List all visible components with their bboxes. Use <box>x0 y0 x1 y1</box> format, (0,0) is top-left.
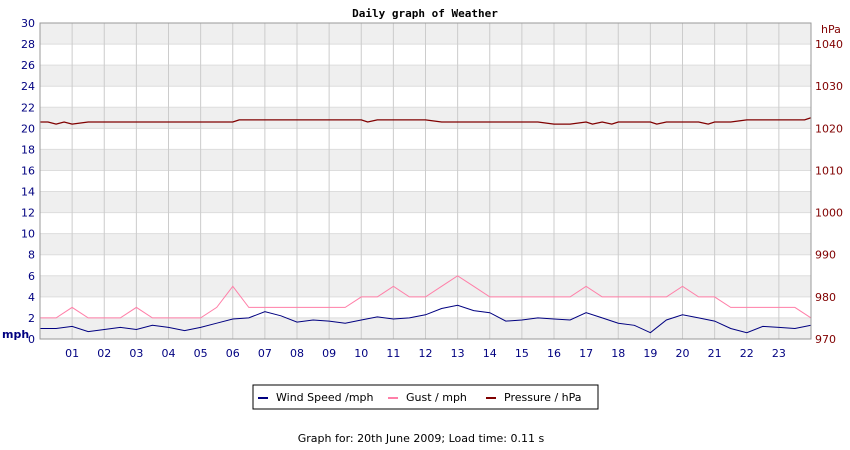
x-tick-label: 10 <box>354 347 368 360</box>
left-tick-label: 22 <box>21 101 35 114</box>
x-axis: 01 02 03 04 05 06 07 08 09 10 11 12 13 14 15 16 17 18 19 20… <box>65 347 786 360</box>
right-tick-label: 980 <box>815 291 836 304</box>
x-tick-label: 11 <box>386 347 400 360</box>
chart-title: Daily graph of Weather <box>352 7 498 20</box>
x-tick-label: 06 <box>226 347 240 360</box>
right-tick-label: 990 <box>815 249 836 262</box>
x-tick-label: 21 <box>708 347 722 360</box>
x-tick-label: 22 <box>740 347 754 360</box>
x-tick-label: 08 <box>290 347 304 360</box>
x-tick-label: 01 <box>65 347 79 360</box>
left-tick-label: 12 <box>21 207 35 220</box>
left-tick-label: 10 <box>21 228 35 241</box>
left-axis-unit: mph <box>2 328 29 341</box>
x-tick-label: 04 <box>162 347 176 360</box>
legend-label: Wind Speed /mph <box>276 391 374 404</box>
right-tick-label: 1030 <box>815 80 843 93</box>
left-tick-label: 6 <box>28 270 35 283</box>
series-layer <box>40 117 812 334</box>
right-tick-label: 1010 <box>815 164 843 177</box>
series-line-pressure-hpa <box>40 117 812 125</box>
right-tick-label: 1000 <box>815 207 843 220</box>
left-tick-label: 24 <box>21 80 35 93</box>
x-tick-label: 07 <box>258 347 272 360</box>
left-tick-label: 16 <box>21 164 35 177</box>
series-line-wind-speed-mph <box>40 304 812 334</box>
legend: Wind Speed /mph Gust / mph Pressure / hPa <box>252 384 599 410</box>
left-tick-label: 4 <box>28 291 35 304</box>
left-tick-label: 30 <box>21 17 35 30</box>
legend-box <box>252 384 599 410</box>
x-tick-label: 03 <box>129 347 143 360</box>
left-tick-label: 28 <box>21 38 35 51</box>
x-tick-label: 23 <box>772 347 786 360</box>
left-tick-label: 8 <box>28 249 35 262</box>
x-tick-label: 09 <box>322 347 336 360</box>
legend-items: Wind Speed /mph Gust / mph Pressure / hPa <box>258 391 582 404</box>
x-tick-label: 13 <box>451 347 465 360</box>
x-tick-label: 14 <box>483 347 497 360</box>
series-line-gust-mph <box>40 275 812 319</box>
x-tick-label: 20 <box>676 347 690 360</box>
left-tick-label: 0 <box>28 333 35 346</box>
right-axis: 970 980 990 1000 1010 1020 1030 1040 <box>815 38 843 346</box>
x-tick-label: 17 <box>579 347 593 360</box>
left-tick-label: 26 <box>21 59 35 72</box>
x-tick-label: 15 <box>515 347 529 360</box>
right-tick-label: 970 <box>815 333 836 346</box>
x-tick-label: 16 <box>547 347 561 360</box>
footer-caption: Graph for: 20th June 2009; Load time: 0.… <box>298 432 545 445</box>
right-tick-label: 1020 <box>815 122 843 135</box>
left-tick-label: 20 <box>21 122 35 135</box>
legend-label: Pressure / hPa <box>504 391 582 404</box>
x-tick-label: 05 <box>194 347 208 360</box>
left-tick-label: 18 <box>21 143 35 156</box>
legend-label: Gust / mph <box>406 391 467 404</box>
x-tick-label: 12 <box>419 347 433 360</box>
x-tick-label: 02 <box>97 347 111 360</box>
x-tick-label: 18 <box>611 347 625 360</box>
left-tick-label: 14 <box>21 186 35 199</box>
plot-frame <box>39 22 812 340</box>
right-axis-unit: hPa <box>821 23 841 36</box>
left-tick-label: 2 <box>28 312 35 325</box>
x-tick-label: 19 <box>643 347 657 360</box>
right-tick-label: 1040 <box>815 38 843 51</box>
